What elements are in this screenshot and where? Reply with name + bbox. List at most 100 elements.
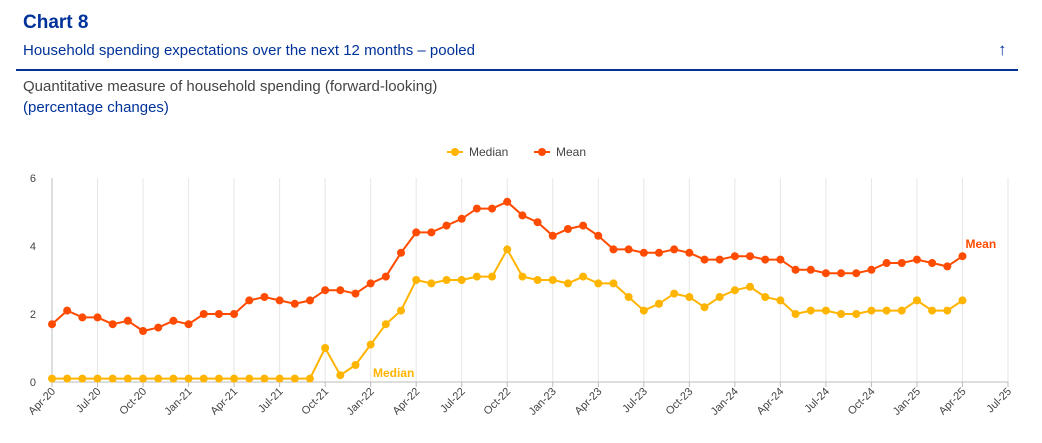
- data-point-median[interactable]: [533, 276, 542, 284]
- data-point-mean[interactable]: [305, 296, 314, 305]
- data-point-median[interactable]: [639, 306, 648, 315]
- data-point-mean[interactable]: [897, 259, 906, 267]
- data-point-median[interactable]: [488, 272, 497, 281]
- data-point-median[interactable]: [958, 296, 967, 305]
- data-point-median[interactable]: [548, 276, 557, 284]
- data-point-mean[interactable]: [275, 296, 284, 305]
- data-point-median[interactable]: [199, 374, 208, 383]
- data-point-median[interactable]: [943, 306, 952, 315]
- data-point-median[interactable]: [351, 361, 360, 369]
- data-point-median[interactable]: [108, 374, 117, 383]
- data-point-median[interactable]: [746, 282, 755, 291]
- data-point-median[interactable]: [928, 306, 937, 315]
- data-point-mean[interactable]: [245, 296, 254, 305]
- data-point-median[interactable]: [654, 299, 663, 308]
- data-point-median[interactable]: [321, 344, 330, 352]
- data-point-mean[interactable]: [700, 255, 709, 264]
- data-point-median[interactable]: [442, 276, 451, 284]
- data-point-mean[interactable]: [594, 231, 603, 240]
- data-point-median[interactable]: [837, 310, 846, 318]
- data-point-mean[interactable]: [381, 272, 390, 281]
- data-point-mean[interactable]: [63, 306, 72, 315]
- data-point-mean[interactable]: [761, 255, 770, 264]
- data-point-median[interactable]: [123, 374, 132, 383]
- data-point-mean[interactable]: [442, 221, 451, 230]
- data-point-mean[interactable]: [821, 269, 830, 278]
- legend-label[interactable]: Median: [469, 145, 508, 159]
- data-point-median[interactable]: [852, 310, 861, 318]
- data-point-mean[interactable]: [397, 248, 406, 257]
- data-point-median[interactable]: [685, 293, 694, 301]
- data-point-mean[interactable]: [412, 228, 421, 237]
- data-point-mean[interactable]: [548, 231, 557, 240]
- data-point-median[interactable]: [381, 320, 390, 329]
- data-point-mean[interactable]: [791, 265, 800, 274]
- data-point-median[interactable]: [169, 374, 178, 383]
- data-point-mean[interactable]: [670, 245, 679, 254]
- data-point-mean[interactable]: [457, 214, 466, 223]
- data-point-median[interactable]: [154, 374, 163, 383]
- data-point-median[interactable]: [791, 310, 800, 318]
- data-point-mean[interactable]: [154, 323, 163, 332]
- data-point-mean[interactable]: [139, 327, 148, 335]
- data-point-mean[interactable]: [214, 310, 223, 318]
- data-point-mean[interactable]: [730, 252, 739, 261]
- data-point-mean[interactable]: [776, 255, 785, 264]
- data-point-mean[interactable]: [336, 286, 345, 295]
- data-point-median[interactable]: [63, 374, 72, 383]
- data-point-mean[interactable]: [169, 316, 178, 325]
- data-point-median[interactable]: [594, 279, 603, 288]
- data-point-median[interactable]: [624, 293, 633, 301]
- data-point-median[interactable]: [427, 279, 436, 288]
- data-point-mean[interactable]: [579, 221, 588, 230]
- data-point-mean[interactable]: [928, 259, 937, 267]
- data-point-mean[interactable]: [199, 310, 208, 318]
- data-point-median[interactable]: [503, 245, 512, 254]
- data-point-median[interactable]: [184, 374, 193, 383]
- data-point-median[interactable]: [260, 374, 269, 383]
- data-point-median[interactable]: [214, 374, 223, 383]
- data-point-median[interactable]: [78, 374, 87, 383]
- data-point-mean[interactable]: [427, 228, 436, 237]
- legend-label[interactable]: Mean: [556, 145, 586, 159]
- data-point-mean[interactable]: [518, 211, 527, 220]
- data-point-mean[interactable]: [654, 248, 663, 257]
- data-point-median[interactable]: [457, 276, 466, 284]
- data-point-mean[interactable]: [563, 225, 572, 233]
- data-point-median[interactable]: [897, 306, 906, 315]
- arrow-up-icon[interactable]: ↑: [998, 40, 1007, 59]
- data-point-median[interactable]: [93, 374, 102, 383]
- data-point-median[interactable]: [139, 374, 148, 383]
- data-point-mean[interactable]: [472, 204, 481, 213]
- data-point-mean[interactable]: [230, 310, 239, 318]
- data-point-mean[interactable]: [108, 320, 117, 329]
- data-point-mean[interactable]: [351, 289, 360, 298]
- data-point-mean[interactable]: [685, 248, 694, 257]
- data-point-median[interactable]: [336, 371, 345, 380]
- data-point-mean[interactable]: [366, 279, 375, 288]
- data-point-mean[interactable]: [746, 252, 755, 261]
- data-point-median[interactable]: [397, 306, 406, 315]
- data-point-mean[interactable]: [290, 299, 299, 308]
- data-point-mean[interactable]: [123, 316, 132, 325]
- data-point-median[interactable]: [275, 374, 284, 383]
- data-point-median[interactable]: [518, 272, 527, 281]
- data-point-mean[interactable]: [321, 286, 330, 295]
- data-point-median[interactable]: [882, 306, 891, 315]
- data-point-mean[interactable]: [503, 197, 512, 206]
- data-point-median[interactable]: [670, 289, 679, 298]
- data-point-mean[interactable]: [533, 218, 542, 227]
- data-point-median[interactable]: [48, 374, 56, 383]
- data-point-mean[interactable]: [609, 245, 618, 254]
- data-point-median[interactable]: [563, 279, 572, 288]
- data-point-mean[interactable]: [488, 204, 497, 213]
- data-point-median[interactable]: [821, 306, 830, 315]
- data-point-mean[interactable]: [184, 320, 193, 329]
- data-point-mean[interactable]: [93, 313, 102, 322]
- data-point-mean[interactable]: [852, 269, 861, 278]
- data-point-mean[interactable]: [624, 245, 633, 254]
- data-point-mean[interactable]: [882, 259, 891, 267]
- data-point-median[interactable]: [366, 340, 375, 349]
- data-point-median[interactable]: [867, 306, 876, 315]
- data-point-median[interactable]: [230, 374, 239, 383]
